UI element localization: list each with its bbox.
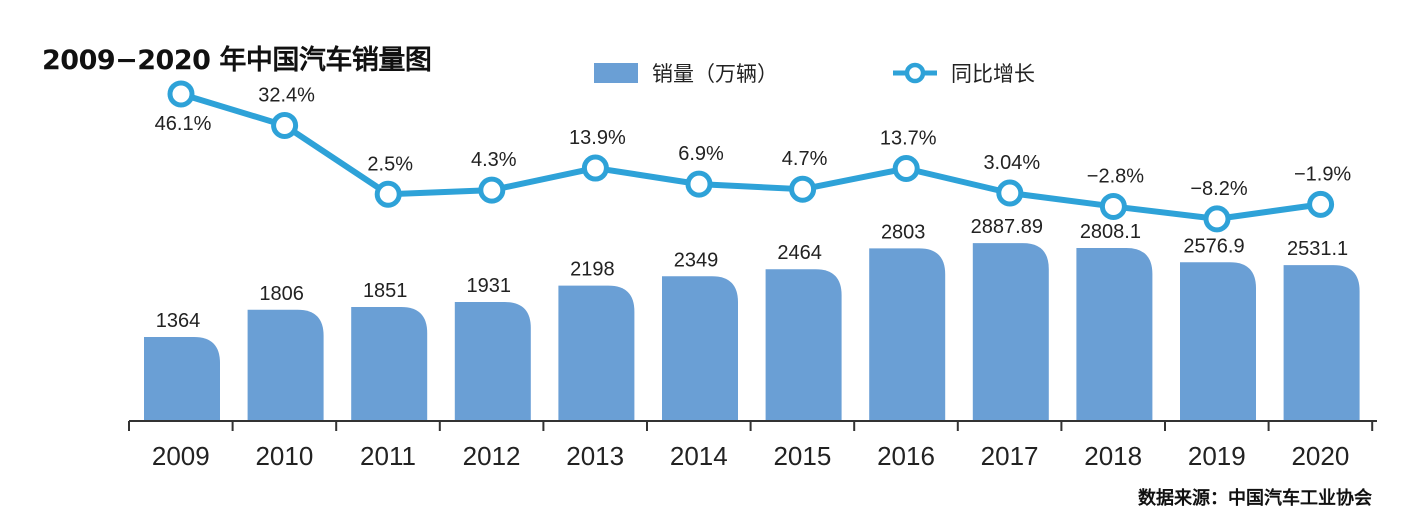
growth-value-label: 4.3% — [471, 149, 517, 171]
sales-bar — [972, 243, 1049, 421]
growth-point — [167, 80, 195, 108]
growth-point — [996, 179, 1024, 207]
sales-bar — [454, 302, 531, 421]
x-tick-label: 2013 — [566, 441, 624, 471]
growth-point — [1307, 190, 1335, 218]
source-note: 数据来源：中国汽车工业协会 — [1138, 488, 1372, 509]
bar-value-label: 2349 — [674, 249, 719, 271]
legend-bar-swatch — [594, 63, 638, 83]
x-tick-label: 2012 — [463, 441, 521, 471]
growth-value-label: 2.5% — [367, 153, 413, 175]
sales-bar — [765, 269, 842, 421]
growth-value-label: 32.4% — [258, 84, 315, 106]
sales-bar — [662, 276, 738, 421]
bar-value-label: 1364 — [156, 310, 201, 332]
x-tick-label: 2015 — [773, 441, 831, 471]
growth-value-label: −1.9% — [1294, 163, 1351, 185]
growth-point — [478, 176, 506, 204]
bar-value-label: 2808.1 — [1080, 221, 1141, 243]
growth-line — [180, 91, 1322, 222]
legend-item-growth: 同比增长 — [893, 58, 1035, 88]
bar-value-label: 2198 — [570, 259, 615, 281]
legend-label-sales: 销量（万辆） — [652, 62, 778, 86]
sales-bar — [351, 306, 428, 421]
growth-point — [892, 154, 920, 182]
growth-value-label: −2.8% — [1087, 165, 1144, 187]
sales-bar — [1076, 248, 1153, 421]
bar-value-label: 2576.9 — [1183, 235, 1244, 257]
x-tick-label: 2016 — [877, 441, 935, 471]
x-tick-label: 2018 — [1084, 441, 1142, 471]
legend-label-growth: 同比增长 — [951, 62, 1035, 86]
x-tick-label: 2019 — [1188, 441, 1246, 471]
growth-point — [581, 154, 609, 182]
growth-point — [374, 180, 402, 208]
bar-value-label: 1931 — [467, 275, 512, 297]
bar-value-label: 2887.89 — [971, 216, 1043, 238]
growth-point — [685, 170, 713, 198]
x-tick-label: 2014 — [670, 441, 728, 471]
growth-point — [1099, 192, 1127, 220]
sales-bar — [1283, 265, 1360, 421]
growth-point — [789, 175, 817, 203]
bar-value-label: 2803 — [881, 221, 926, 243]
legend-line-marker-icon — [893, 62, 937, 84]
sales-bar — [558, 285, 635, 421]
growth-value-label: 3.04% — [983, 152, 1040, 174]
sales-bar — [247, 309, 324, 421]
chart-title: 2009−2020 年中国汽车销量图 — [42, 45, 432, 76]
growth-point — [271, 111, 299, 139]
x-tick-label: 2009 — [152, 441, 210, 471]
growth-value-label: 4.7% — [782, 148, 828, 170]
bar-value-label: 2464 — [777, 242, 822, 264]
growth-value-label: 13.7% — [880, 127, 937, 149]
growth-value-label: 13.9% — [569, 127, 626, 149]
sales-bar — [144, 336, 220, 421]
x-tick-label: 2020 — [1291, 441, 1349, 471]
bar-value-label: 1851 — [363, 280, 408, 302]
bar-value-label: 2531.1 — [1287, 238, 1348, 260]
growth-value-label: −8.2% — [1190, 178, 1247, 200]
growth-point — [1203, 205, 1231, 233]
bar-value-label: 1806 — [259, 283, 304, 305]
x-tick-label: 2011 — [360, 441, 416, 471]
growth-value-label: 46.1% — [155, 113, 212, 135]
legend-item-sales: 销量（万辆） — [594, 58, 778, 88]
x-tick-label: 2010 — [255, 441, 313, 471]
growth-value-label: 6.9% — [678, 143, 724, 165]
x-tick-label: 2017 — [981, 441, 1039, 471]
sales-bar — [869, 248, 946, 421]
sales-bar — [1180, 262, 1256, 421]
